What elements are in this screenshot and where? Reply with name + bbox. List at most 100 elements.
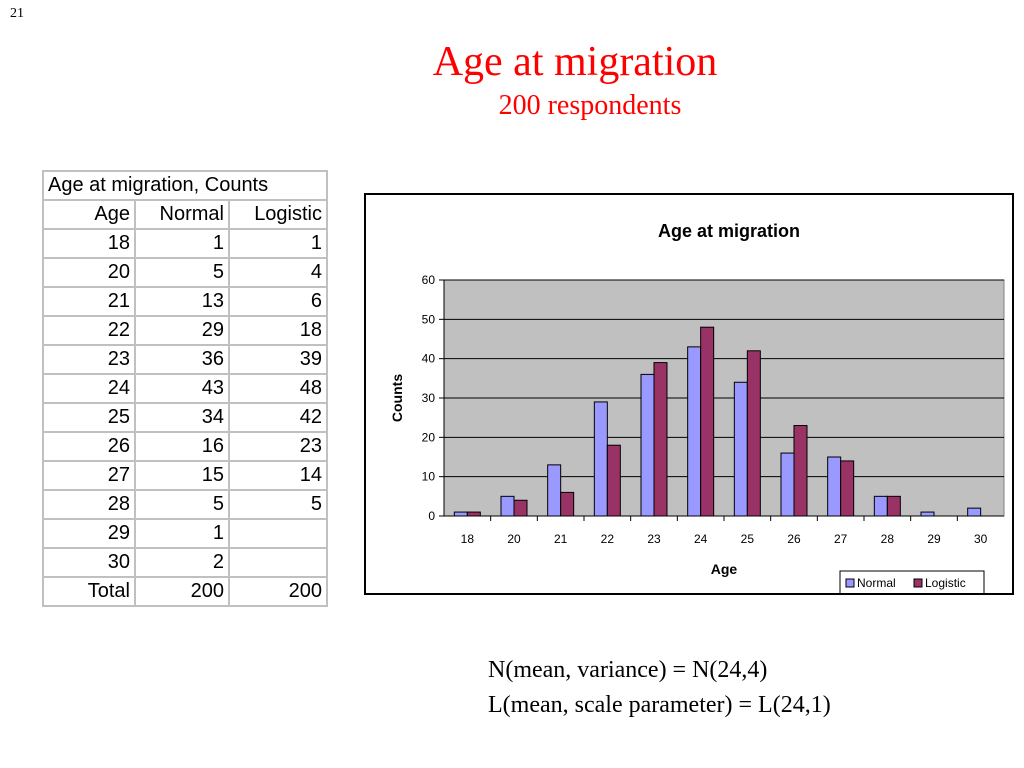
bar-logistic-27 bbox=[840, 460, 855, 517]
table-cell-logistic bbox=[228, 547, 328, 578]
x-axis-label: Age bbox=[711, 561, 738, 577]
y-tick-label: 30 bbox=[422, 391, 436, 405]
bar-normal-30 bbox=[967, 507, 982, 517]
bar-normal-23 bbox=[640, 373, 655, 517]
y-tick-label: 0 bbox=[428, 509, 435, 523]
slide-subtitle: 200 respondents bbox=[498, 90, 682, 121]
table-row: 18 1 1 bbox=[42, 228, 328, 259]
bar-normal-24 bbox=[687, 346, 702, 517]
table-total-normal: 200 bbox=[134, 576, 230, 607]
table-cell-logistic: 48 bbox=[228, 373, 328, 404]
bar-logistic-21 bbox=[560, 491, 575, 517]
slide-number: 21 bbox=[10, 6, 24, 21]
bar-normal-28 bbox=[873, 495, 888, 517]
bar-logistic-22 bbox=[606, 444, 621, 517]
table-row: 26 16 23 bbox=[42, 431, 328, 462]
table-cell-age: 26 bbox=[42, 431, 136, 462]
table-cell-age: 21 bbox=[42, 286, 136, 317]
table-cell-logistic bbox=[228, 518, 328, 549]
x-tick-label: 18 bbox=[461, 532, 475, 546]
table-cell-logistic: 42 bbox=[228, 402, 328, 433]
table-total-label: Total bbox=[42, 576, 136, 607]
table-cell-logistic: 23 bbox=[228, 431, 328, 462]
logistic-formula: L(mean, scale parameter) = L(24,1) bbox=[488, 692, 831, 718]
table-cell-normal: 5 bbox=[134, 489, 230, 520]
legend-swatch-normal bbox=[845, 578, 855, 588]
table-cell-logistic: 5 bbox=[228, 489, 328, 520]
x-tick-label: 30 bbox=[974, 532, 988, 546]
chart-title: Age at migration bbox=[658, 221, 800, 241]
legend-swatch-logistic bbox=[913, 578, 923, 588]
table-row: 21 13 6 bbox=[42, 286, 328, 317]
table-cell-normal: 34 bbox=[134, 402, 230, 433]
slide-title: Age at migration bbox=[432, 39, 718, 85]
table-header-logistic: Logistic bbox=[228, 199, 328, 230]
bar-normal-22 bbox=[593, 401, 608, 517]
table-cell-logistic: 14 bbox=[228, 460, 328, 491]
table-row: 24 43 48 bbox=[42, 373, 328, 404]
table-cell-normal: 1 bbox=[134, 228, 230, 259]
x-tick-label: 27 bbox=[834, 532, 848, 546]
table-cell-age: 27 bbox=[42, 460, 136, 491]
bar-normal-25 bbox=[733, 381, 748, 517]
table-row: 27 15 14 bbox=[42, 460, 328, 491]
legend-label-logistic: Logistic bbox=[925, 576, 966, 590]
x-tick-label: 20 bbox=[507, 532, 521, 546]
table-cell-logistic: 4 bbox=[228, 257, 328, 288]
table-cell-normal: 15 bbox=[134, 460, 230, 491]
table-header-age: Age bbox=[42, 199, 136, 230]
x-tick-label: 26 bbox=[787, 532, 801, 546]
table-cell-age: 18 bbox=[42, 228, 136, 259]
table-row: 20 5 4 bbox=[42, 257, 328, 288]
chart-frame: Age at migration 0 10 20 30 40 50 60 18 20 21 22 23 2… bbox=[364, 193, 1014, 595]
legend-label-normal: Normal bbox=[857, 576, 896, 590]
x-tick-label: 29 bbox=[927, 532, 941, 546]
bar-normal-26 bbox=[780, 452, 795, 517]
x-tick-label: 21 bbox=[554, 532, 568, 546]
table-row: 29 1 bbox=[42, 518, 328, 549]
table-cell-logistic: 6 bbox=[228, 286, 328, 317]
bar-logistic-20 bbox=[513, 499, 528, 517]
table-header-row: Age Normal Logistic bbox=[42, 199, 328, 230]
bar-normal-21 bbox=[547, 464, 562, 517]
x-tick-label: 24 bbox=[694, 532, 708, 546]
table-total-row: Total 200 200 bbox=[42, 576, 328, 607]
table-cell-normal: 1 bbox=[134, 518, 230, 549]
bar-normal-27 bbox=[827, 456, 842, 517]
legend-box bbox=[839, 570, 985, 593]
y-tick-label: 10 bbox=[422, 470, 436, 484]
table-row: 25 34 42 bbox=[42, 402, 328, 433]
table-cell-normal: 36 bbox=[134, 344, 230, 375]
table-cell-age: 20 bbox=[42, 257, 136, 288]
x-tick-label: 25 bbox=[741, 532, 755, 546]
x-tick-label: 28 bbox=[881, 532, 895, 546]
table-cell-age: 25 bbox=[42, 402, 136, 433]
table-cell-logistic: 18 bbox=[228, 315, 328, 346]
bar-logistic-28 bbox=[886, 495, 901, 517]
table-cell-normal: 5 bbox=[134, 257, 230, 288]
table-header-normal: Normal bbox=[134, 199, 230, 230]
table-cell-age: 29 bbox=[42, 518, 136, 549]
y-tick-label: 20 bbox=[422, 430, 436, 444]
bar-logistic-26 bbox=[793, 425, 808, 517]
bar-normal-20 bbox=[500, 495, 515, 517]
table-total-logistic: 200 bbox=[228, 576, 328, 607]
table-row: 22 29 18 bbox=[42, 315, 328, 346]
table-cell-age: 24 bbox=[42, 373, 136, 404]
table-cell-age: 30 bbox=[42, 547, 136, 578]
table-row: 28 5 5 bbox=[42, 489, 328, 520]
counts-table: Age at migration, Counts Age Normal Logi… bbox=[42, 170, 328, 607]
table-row: 23 36 39 bbox=[42, 344, 328, 375]
table-cell-age: 22 bbox=[42, 315, 136, 346]
normal-formula: N(mean, variance) = N(24,4) bbox=[488, 657, 768, 683]
x-tick-label: 22 bbox=[601, 532, 615, 546]
y-tick-label: 40 bbox=[422, 352, 436, 366]
x-tick-label: 23 bbox=[647, 532, 661, 546]
table-caption: Age at migration, Counts bbox=[42, 170, 328, 201]
y-tick-label: 60 bbox=[422, 273, 436, 287]
table-cell-age: 28 bbox=[42, 489, 136, 520]
table-cell-age: 23 bbox=[42, 344, 136, 375]
table-cell-normal: 2 bbox=[134, 547, 230, 578]
table-row: 30 2 bbox=[42, 547, 328, 578]
bar-logistic-24 bbox=[700, 326, 715, 517]
